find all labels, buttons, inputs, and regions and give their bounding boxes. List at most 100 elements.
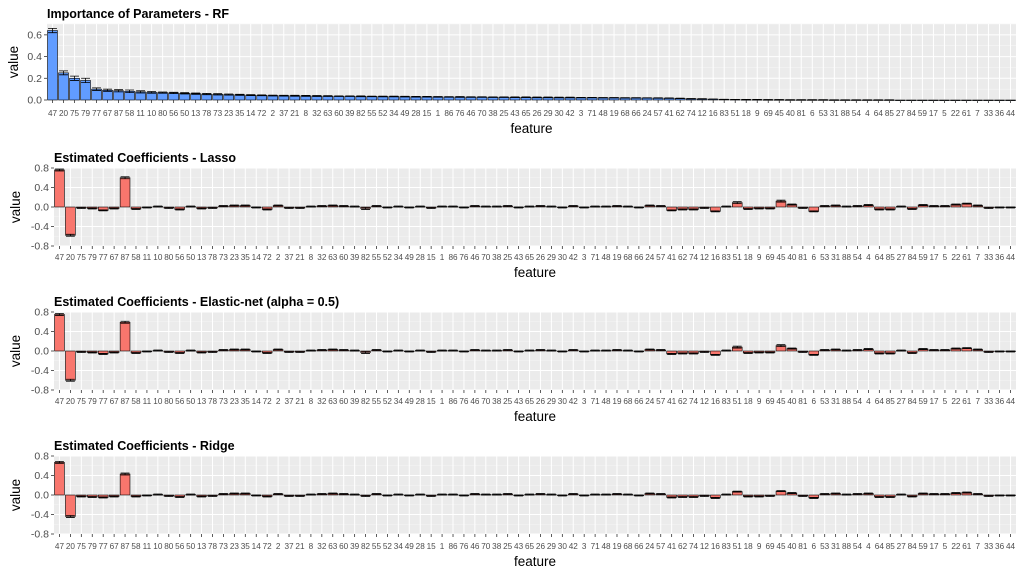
x-tick-label: 57 [656,253,666,262]
error-bar [389,95,399,98]
error-bar [92,87,102,91]
x-tick-label: 57 [656,397,666,406]
x-tick-label: 68 [621,109,631,118]
error-bar [175,208,185,211]
x-tick-label: 59 [919,542,929,551]
error-bar [721,493,731,496]
error-bar [411,96,421,98]
error-bar [503,205,513,207]
error-bar [710,497,720,499]
error-bar [689,496,698,498]
error-bar [350,205,360,208]
x-tick-label: 83 [720,109,730,118]
x-tick-label: 51 [733,397,743,406]
error-bar [378,95,388,98]
x-tick-label: 85 [886,542,896,551]
x-tick-label: 52 [383,542,393,551]
y-tick-label: 0.4 [34,182,49,194]
error-bar [186,349,196,352]
error-bar [208,351,217,353]
x-tick-label: 38 [492,397,502,406]
x-tick-label: 1 [440,542,445,551]
x-tick-label: 85 [886,253,896,262]
x-tick-label: 29 [547,542,557,551]
x-tick-label: 86 [448,542,458,551]
x-tick-label: 86 [444,109,454,118]
error-bar [521,96,531,99]
x-tick-label: 42 [569,397,579,406]
x-tick-label: 41 [665,109,675,118]
x-tick-label: 70 [481,253,491,262]
x-tick-label: 14 [252,542,262,551]
y-tick-label: 0.4 [34,326,49,338]
x-tick-label: 24 [645,253,655,262]
error-bar [284,207,294,209]
error-bar [557,206,567,209]
x-tick-label: 45 [775,109,785,118]
error-bar [153,493,163,496]
x-tick-label: 44 [1006,397,1016,406]
error-bar [142,350,152,353]
error-bar [678,208,688,211]
error-bar [317,205,327,207]
error-bar [951,203,961,206]
error-bar [973,204,983,207]
error-bar [842,205,851,208]
y-tick-label: 0.4 [34,470,49,482]
x-tick-label: 54 [853,542,863,551]
error-bar [404,350,414,353]
x-tick-label: 85 [885,109,895,118]
error-bar [147,91,157,94]
error-bar [557,350,567,353]
x-tick-label: 12 [700,542,710,551]
x-tick-label: 8 [309,253,314,262]
x-tick-label: 6 [810,109,815,118]
error-bar [81,77,90,84]
error-bar [334,95,344,97]
error-bar [929,493,939,495]
x-tick-label: 19 [610,109,620,118]
error-bar [853,493,862,495]
x-tick-label: 55 [372,253,382,262]
x-tick-label: 56 [175,542,185,551]
error-bar [579,206,589,209]
x-tick-label: 31 [831,253,841,262]
x-tick-label: 5 [943,542,948,551]
error-bar [612,493,622,495]
x-tick-label: 39 [350,397,360,406]
x-tick-label: 46 [470,542,480,551]
error-bar [565,96,575,99]
error-bar [940,205,950,207]
x-tick-label: 55 [372,397,382,406]
x-tick-label: 48 [602,253,612,262]
error-bar [656,493,666,495]
error-bar [863,348,873,350]
error-bar [328,492,338,495]
error-bar [732,490,742,493]
error-bar [437,493,447,496]
x-tick-label: 41 [667,542,677,551]
error-bar [656,205,666,207]
error-bar [433,96,443,98]
x-tick-label: 75 [77,253,87,262]
error-bar [470,349,480,351]
error-bar [798,495,808,497]
error-bar [87,496,97,498]
x-tick-label: 60 [339,397,349,406]
error-bar [842,493,851,496]
error-bar [466,96,476,98]
error-bar [645,204,655,207]
x-tick-label: 52 [383,253,393,262]
error-bar [568,493,578,495]
y-tick-label: 0.0 [27,95,42,107]
bar [54,169,65,208]
x-tick-label: 67 [103,109,113,118]
x-tick-label: 62 [678,397,688,406]
x-tick-label: 7 [975,542,980,551]
x-tick-label: 87 [114,109,124,118]
x-tick-label: 80 [164,253,174,262]
error-bar [689,208,698,211]
error-bar [175,496,185,498]
x-tick-label: 3 [579,109,584,118]
error-bar [262,352,272,354]
